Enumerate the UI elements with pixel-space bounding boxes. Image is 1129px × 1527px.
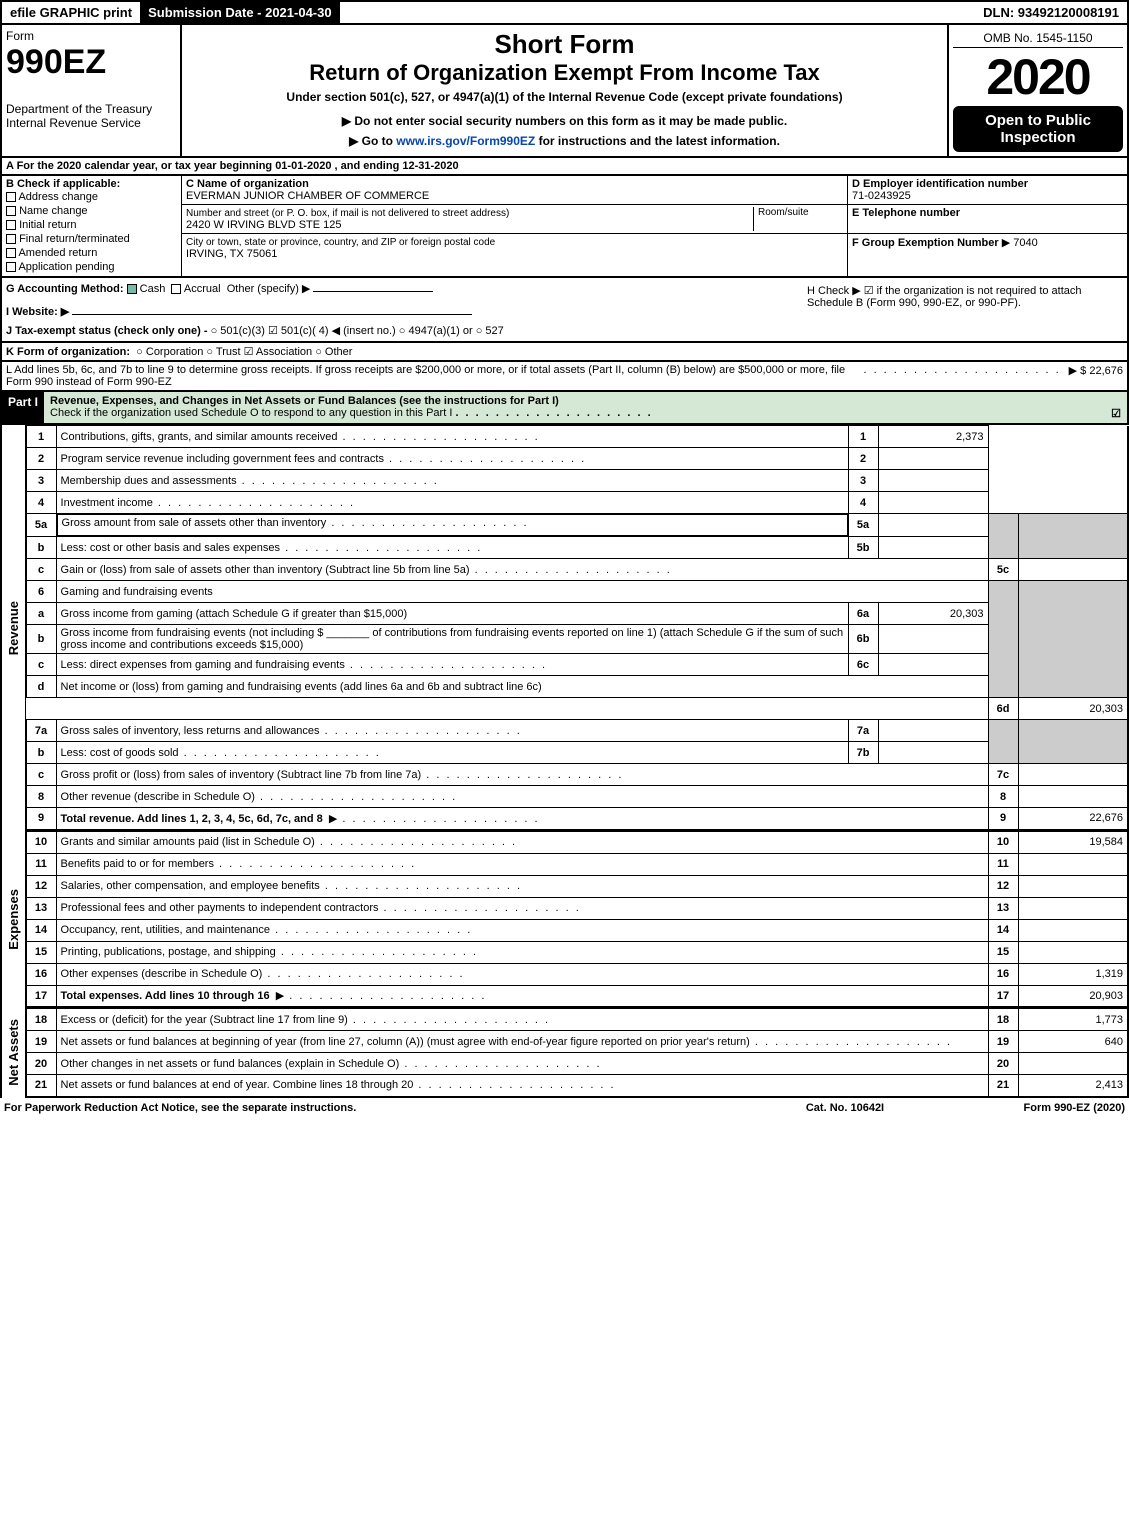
line19-amt: 640 [1018, 1031, 1128, 1053]
expenses-section: Expenses 10Grants and similar amounts pa… [0, 831, 1129, 1009]
irs-label: Internal Revenue Service [6, 116, 176, 130]
row-g: G Accounting Method: Cash Accrual Other … [6, 282, 803, 295]
top-bar: efile GRAPHIC print Submission Date - 20… [0, 0, 1129, 25]
box-b: B Check if applicable: Address change Na… [2, 176, 182, 276]
info-grid: B Check if applicable: Address change Na… [0, 176, 1129, 278]
row-i: I Website: ▶ [6, 305, 803, 318]
chk-accrual[interactable] [171, 284, 181, 294]
tax-year-row: A For the 2020 calendar year, or tax yea… [0, 158, 1129, 176]
goto-line: Go to www.irs.gov/Form990EZ for instruct… [186, 134, 943, 148]
dln: DLN: 93492120008191 [975, 2, 1127, 23]
omb-number: OMB No. 1545-1150 [953, 29, 1123, 48]
org-city: IRVING, TX 75061 [186, 248, 277, 260]
open-inspection: Open to Public Inspection [953, 106, 1123, 152]
ein: 71-0243925 [852, 190, 911, 202]
gross-receipts: ▶ $ 22,676 [1061, 364, 1123, 388]
line10-amt: 19,584 [1018, 831, 1128, 853]
dept-label: Department of the Treasury [6, 102, 176, 116]
org-address: 2420 W IRVING BLVD STE 125 [186, 219, 342, 231]
efile-label[interactable]: efile GRAPHIC print [2, 2, 140, 23]
box-c: C Name of organization EVERMAN JUNIOR CH… [182, 176, 847, 276]
line6a-amt: 20,303 [878, 603, 988, 625]
line17-amt: 20,903 [1018, 985, 1128, 1007]
page-footer: For Paperwork Reduction Act Notice, see … [0, 1098, 1129, 1118]
ssn-warning: Do not enter social security numbers on … [186, 108, 943, 134]
line1-amt: 2,373 [878, 426, 988, 448]
schedule-o-check[interactable]: ☑ [1111, 407, 1121, 420]
form-header: Form 990EZ Department of the Treasury In… [0, 25, 1129, 158]
chk-initial[interactable]: Initial return [6, 218, 177, 232]
line18-amt: 1,773 [1018, 1009, 1128, 1031]
group-exemption: ▶ 7040 [1002, 237, 1038, 249]
row-l: L Add lines 5b, 6c, and 7b to line 9 to … [0, 362, 1129, 392]
form-word: Form [6, 29, 176, 43]
chk-amended[interactable]: Amended return [6, 246, 177, 260]
line21-amt: 2,413 [1018, 1075, 1128, 1097]
chk-cash[interactable] [127, 284, 137, 294]
main-title: Return of Organization Exempt From Incom… [186, 60, 943, 86]
row-h: H Check ▶ ☑ if the organization is not r… [803, 282, 1123, 337]
org-name: EVERMAN JUNIOR CHAMBER OF COMMERCE [186, 190, 429, 202]
irs-link[interactable]: www.irs.gov/Form990EZ [396, 134, 535, 148]
under-section: Under section 501(c), 527, or 4947(a)(1)… [186, 86, 943, 108]
submission-date: Submission Date - 2021-04-30 [140, 2, 340, 23]
form-number: 990EZ [6, 43, 176, 82]
row-k: K Form of organization: ○ Corporation ○ … [0, 343, 1129, 362]
line6d-amt: 20,303 [1018, 698, 1128, 720]
box-def: D Employer identification number 71-0243… [847, 176, 1127, 276]
line16-amt: 1,319 [1018, 963, 1128, 985]
chk-pending[interactable]: Application pending [6, 260, 177, 274]
part1-header: Part I Revenue, Expenses, and Changes in… [0, 392, 1129, 425]
chk-final[interactable]: Final return/terminated [6, 232, 177, 246]
row-g-h: G Accounting Method: Cash Accrual Other … [0, 278, 1129, 343]
row-j: J Tax-exempt status (check only one) - ○… [6, 324, 803, 337]
chk-name[interactable]: Name change [6, 204, 177, 218]
line9-amt: 22,676 [1018, 808, 1128, 830]
tax-year: 2020 [953, 48, 1123, 106]
chk-address[interactable]: Address change [6, 190, 177, 204]
netassets-section: Net Assets 18Excess or (deficit) for the… [0, 1008, 1129, 1098]
revenue-section: Revenue 1Contributions, gifts, grants, a… [0, 425, 1129, 831]
short-form-title: Short Form [186, 29, 943, 60]
